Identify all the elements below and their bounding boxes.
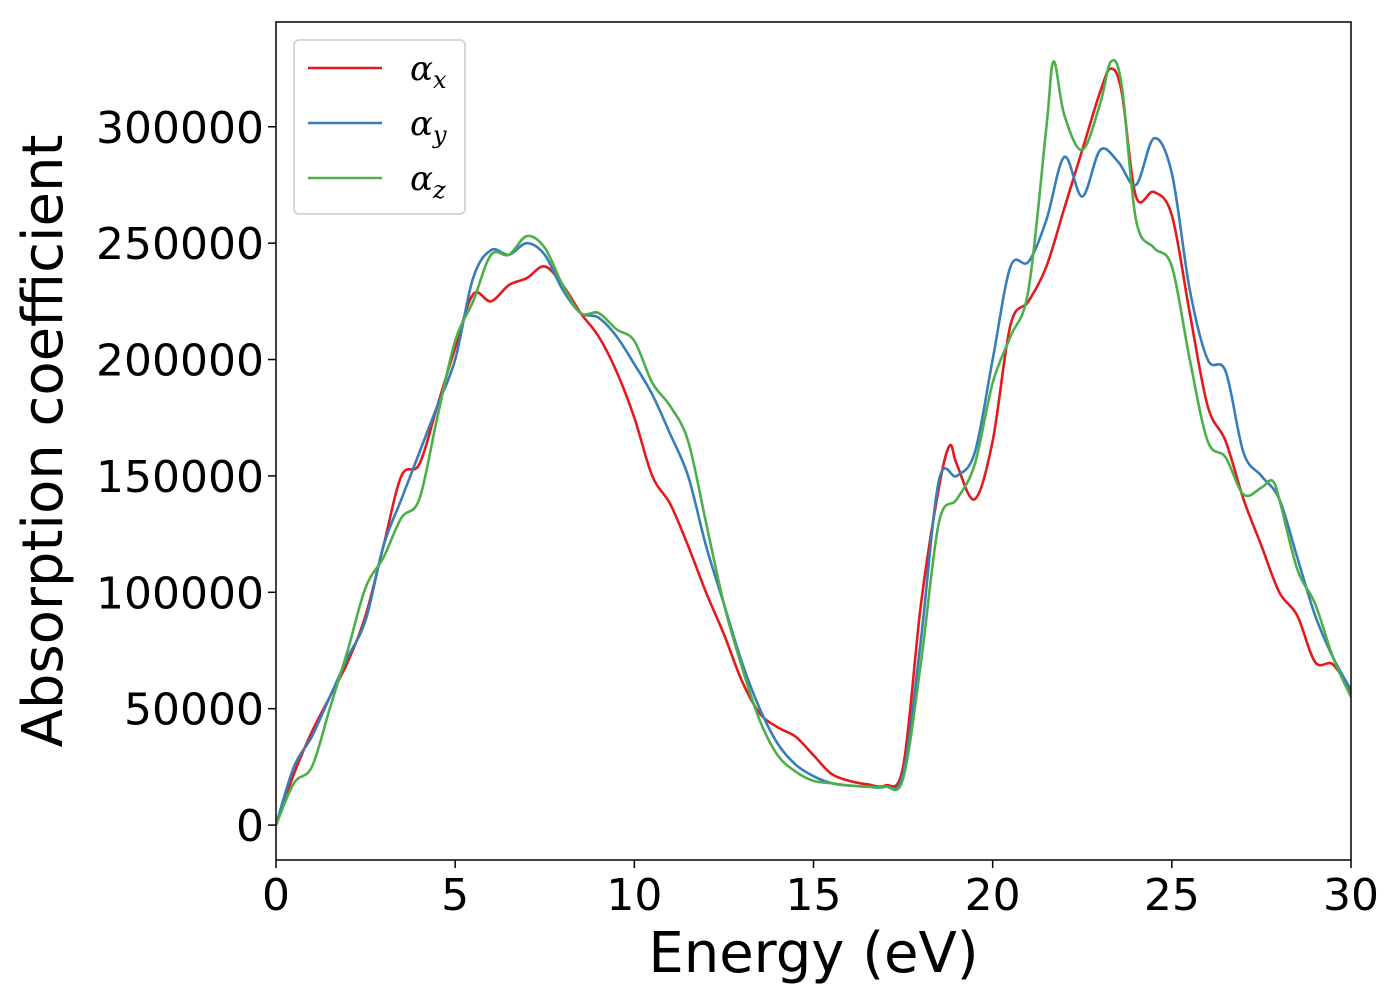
x-tick-label: 25 [1144,870,1200,921]
x-tick-label: 0 [262,870,290,921]
x-axis-ticks: 0 5 10 15 20 25 30 [262,860,1379,921]
x-tick-label: 10 [606,870,662,921]
y-tick-label: 100000 [96,568,264,619]
series-line-2 [276,58,1351,826]
legend-label-0: αx [410,49,447,94]
y-axis-ticks: 0 50000 100000 150000 200000 250000 300000 [96,103,276,852]
y-tick-label: 250000 [96,219,264,270]
legend-box [293,39,466,215]
y-axis-label: Absorption coefficient [11,135,76,748]
x-tick-label: 30 [1323,870,1379,921]
legend: αx αy αz [293,39,466,215]
y-tick-label: 0 [236,801,264,852]
legend-label-2: αz [410,159,446,204]
x-tick-label: 15 [786,870,842,921]
series-line-1 [276,137,1351,826]
y-tick-label: 300000 [96,103,264,154]
y-tick-label: 200000 [96,336,264,387]
series-layer [276,58,1351,826]
y-tick-label: 50000 [124,685,264,736]
x-axis-label: Energy (eV) [648,921,978,986]
x-tick-label: 20 [965,870,1021,921]
y-tick-label: 150000 [96,452,264,503]
legend-label-1: αy [410,104,447,149]
x-tick-label: 5 [441,870,469,921]
